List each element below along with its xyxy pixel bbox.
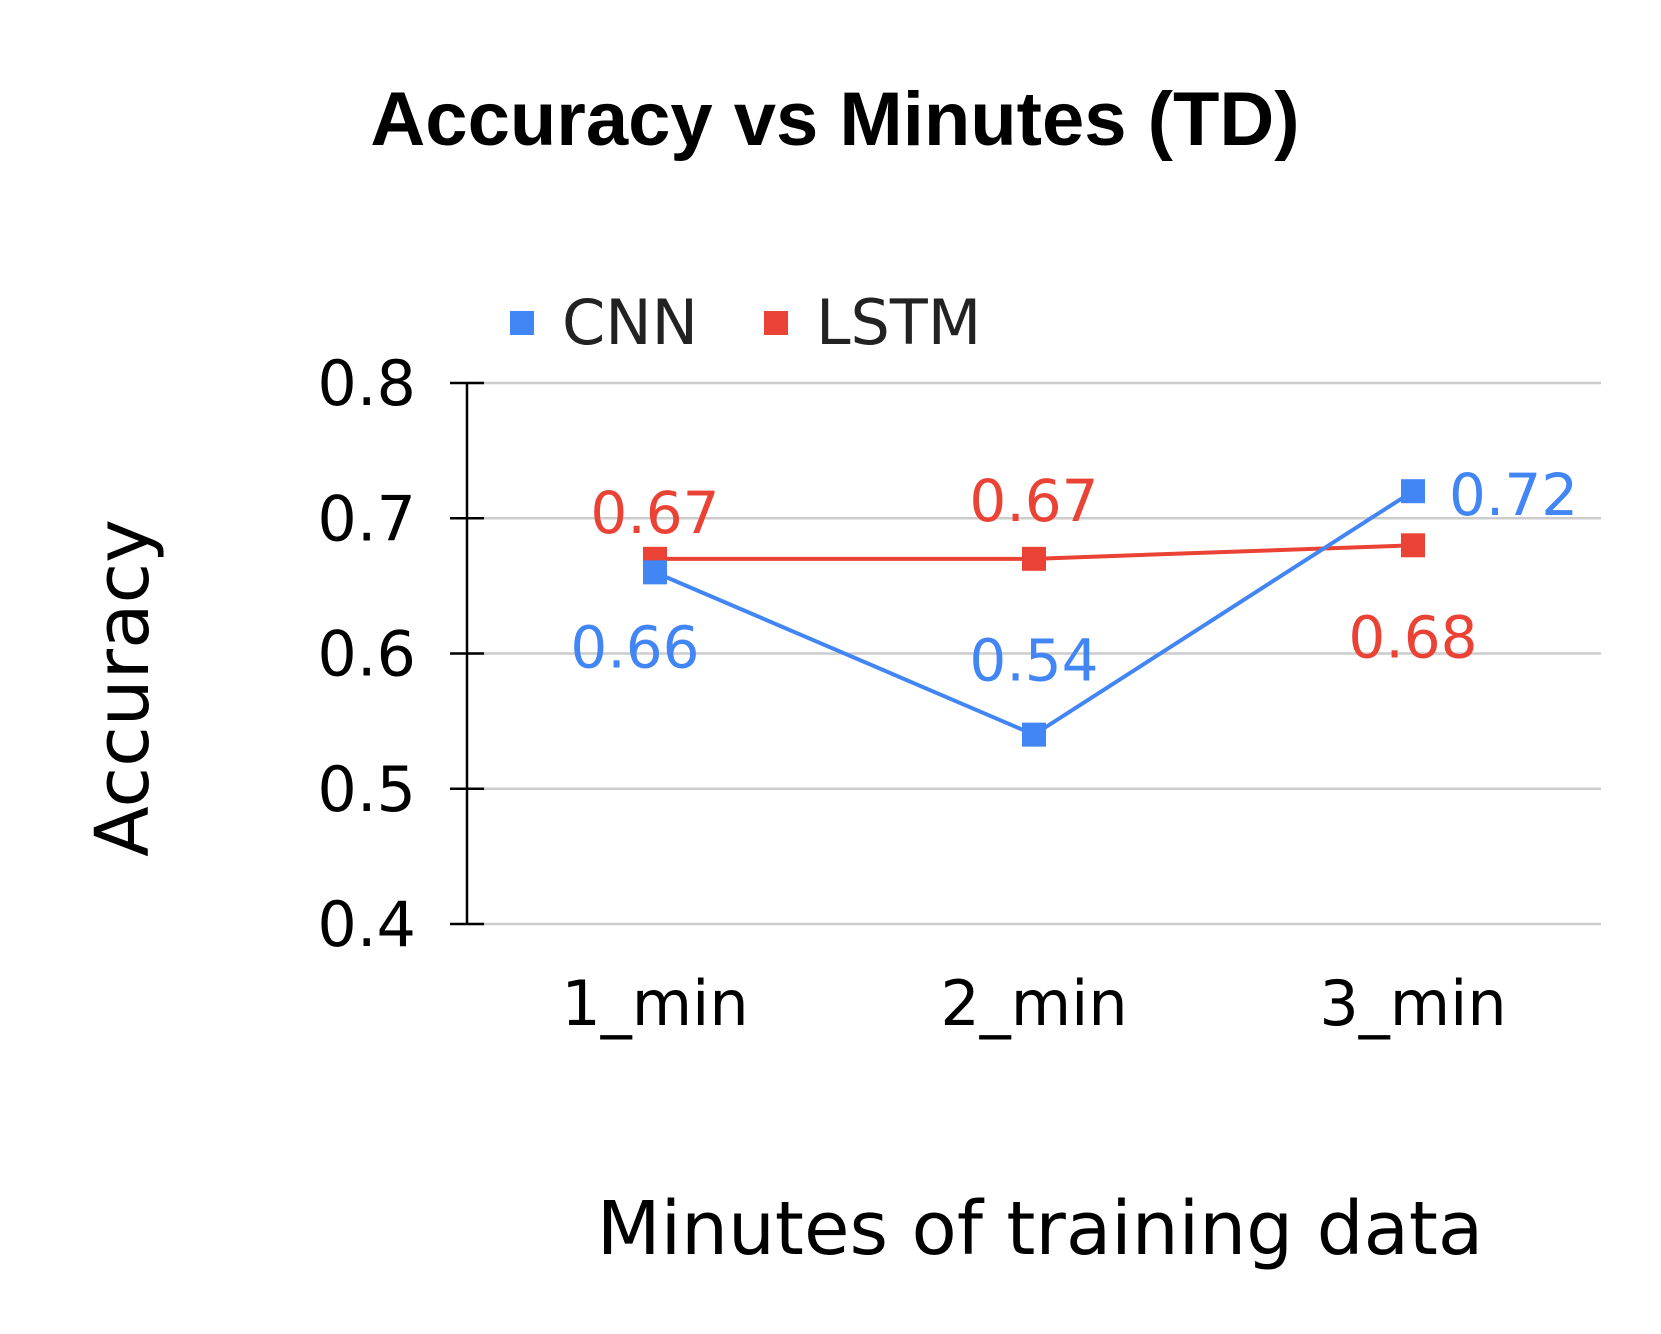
- data-point-cnn: [1022, 722, 1046, 747]
- legend-swatch-cnn: [510, 311, 534, 335]
- y-axis-title: Accuracy: [80, 519, 166, 857]
- x-tick-label: 2_min: [940, 967, 1127, 1040]
- data-label-lstm: 0.67: [969, 467, 1098, 535]
- x-axis-ticks: 1_min 2_min 3_min: [561, 967, 1506, 1040]
- data-labels: 0.66 0.54 0.72 0.67 0.67 0.68: [570, 461, 1578, 694]
- y-tick-label: 0.5: [317, 753, 416, 826]
- data-label-cnn: 0.72: [1449, 461, 1578, 529]
- data-point-cnn: [643, 560, 667, 585]
- series-layer: [643, 479, 1425, 747]
- data-label-lstm: 0.68: [1348, 603, 1477, 671]
- legend-label-cnn: CNN: [562, 286, 698, 359]
- y-axis: 0.4 0.5 0.6 0.7 0.8: [317, 347, 484, 961]
- gridlines: [468, 381, 1601, 926]
- x-axis-title: Minutes of training data: [597, 1186, 1484, 1272]
- data-point-cnn: [1401, 479, 1425, 504]
- x-tick-label: 1_min: [561, 967, 748, 1040]
- chart-title: Accuracy vs Minutes (TD): [370, 77, 1299, 162]
- data-point-lstm: [1022, 546, 1046, 571]
- data-label-cnn: 0.66: [570, 613, 699, 681]
- legend: CNN LSTM: [510, 286, 981, 359]
- data-point-lstm: [1401, 533, 1425, 558]
- data-label-cnn: 0.54: [969, 627, 1098, 695]
- y-tick-label: 0.6: [317, 618, 416, 691]
- x-tick-label: 3_min: [1319, 967, 1506, 1040]
- data-label-lstm: 0.67: [590, 479, 719, 547]
- legend-label-lstm: LSTM: [816, 286, 981, 359]
- y-tick-label: 0.4: [317, 888, 416, 961]
- y-tick-label: 0.8: [317, 347, 416, 420]
- y-tick-label: 0.7: [317, 482, 416, 555]
- legend-swatch-lstm: [764, 311, 788, 335]
